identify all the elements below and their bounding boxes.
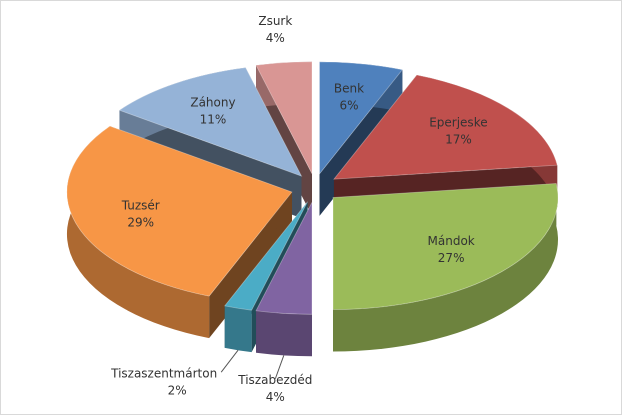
slice-label: Eperjeske (429, 116, 487, 130)
leader-line (274, 355, 285, 379)
slice-wall (333, 183, 559, 352)
slice (319, 61, 404, 176)
slice-value-label: 17% (445, 133, 472, 147)
slice-value-label: 11% (200, 113, 227, 127)
slice-label: Tiszaszentmárton (110, 367, 217, 381)
slice-label: Tuzsér (121, 198, 160, 212)
slice-label: Mándok (428, 234, 475, 248)
slice (224, 201, 308, 311)
slice-value-label: 27% (438, 251, 465, 265)
slice (66, 125, 293, 297)
slice (255, 202, 313, 315)
slice-label: Tiszabezdéd (237, 373, 312, 387)
slice-value-label: 4% (266, 31, 285, 45)
slice-label: Benk (334, 81, 364, 95)
slice-value-label: 4% (266, 390, 285, 404)
slice-label: Zsurk (258, 14, 292, 28)
slice-wall (224, 305, 252, 353)
slice (333, 74, 558, 180)
slice-value-label: 29% (127, 215, 154, 229)
slice (332, 183, 559, 310)
slice-value-label: 6% (339, 98, 358, 112)
slice-wall (256, 310, 312, 357)
slice-label: Záhony (190, 96, 235, 110)
leader-line (220, 349, 239, 373)
slice-wall (66, 126, 210, 339)
slice (255, 61, 313, 174)
slice (118, 67, 303, 177)
slice-value-label: 2% (168, 384, 187, 398)
